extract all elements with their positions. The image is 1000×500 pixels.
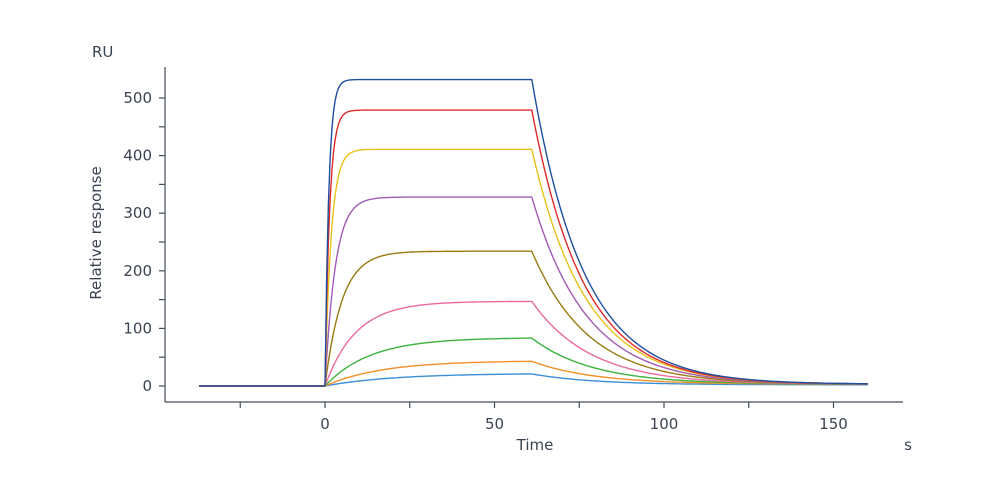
y-tick-label: 200 bbox=[123, 262, 152, 280]
y-tick-label: 0 bbox=[142, 377, 152, 395]
y-axis-title: Relative response bbox=[87, 166, 105, 299]
y-tick-label: 300 bbox=[123, 204, 152, 222]
x-axis-title: Time bbox=[516, 436, 554, 454]
y-unit-label: RU bbox=[92, 43, 113, 61]
series-line bbox=[198, 196, 869, 387]
series-group bbox=[198, 78, 869, 387]
series-line bbox=[198, 78, 869, 387]
x-unit-label: s bbox=[904, 436, 912, 454]
series-line bbox=[198, 300, 869, 387]
series-line bbox=[198, 109, 869, 387]
x-tick-label: 50 bbox=[485, 415, 504, 433]
x-ticks: 0 50 100 150 bbox=[239, 402, 848, 433]
series-line bbox=[198, 250, 869, 387]
y-tick-label: 500 bbox=[123, 89, 152, 107]
x-tick-label: 0 bbox=[320, 415, 330, 433]
x-tick-label: 100 bbox=[650, 415, 679, 433]
axes: 0 100 200 300 400 500 0 50 100 150 bbox=[123, 67, 903, 433]
y-tick-label: 400 bbox=[123, 147, 152, 165]
y-ticks: 0 100 200 300 400 500 bbox=[123, 89, 165, 395]
series-line bbox=[198, 148, 869, 387]
x-tick-label: 150 bbox=[819, 415, 848, 433]
y-tick-label: 100 bbox=[123, 319, 152, 337]
